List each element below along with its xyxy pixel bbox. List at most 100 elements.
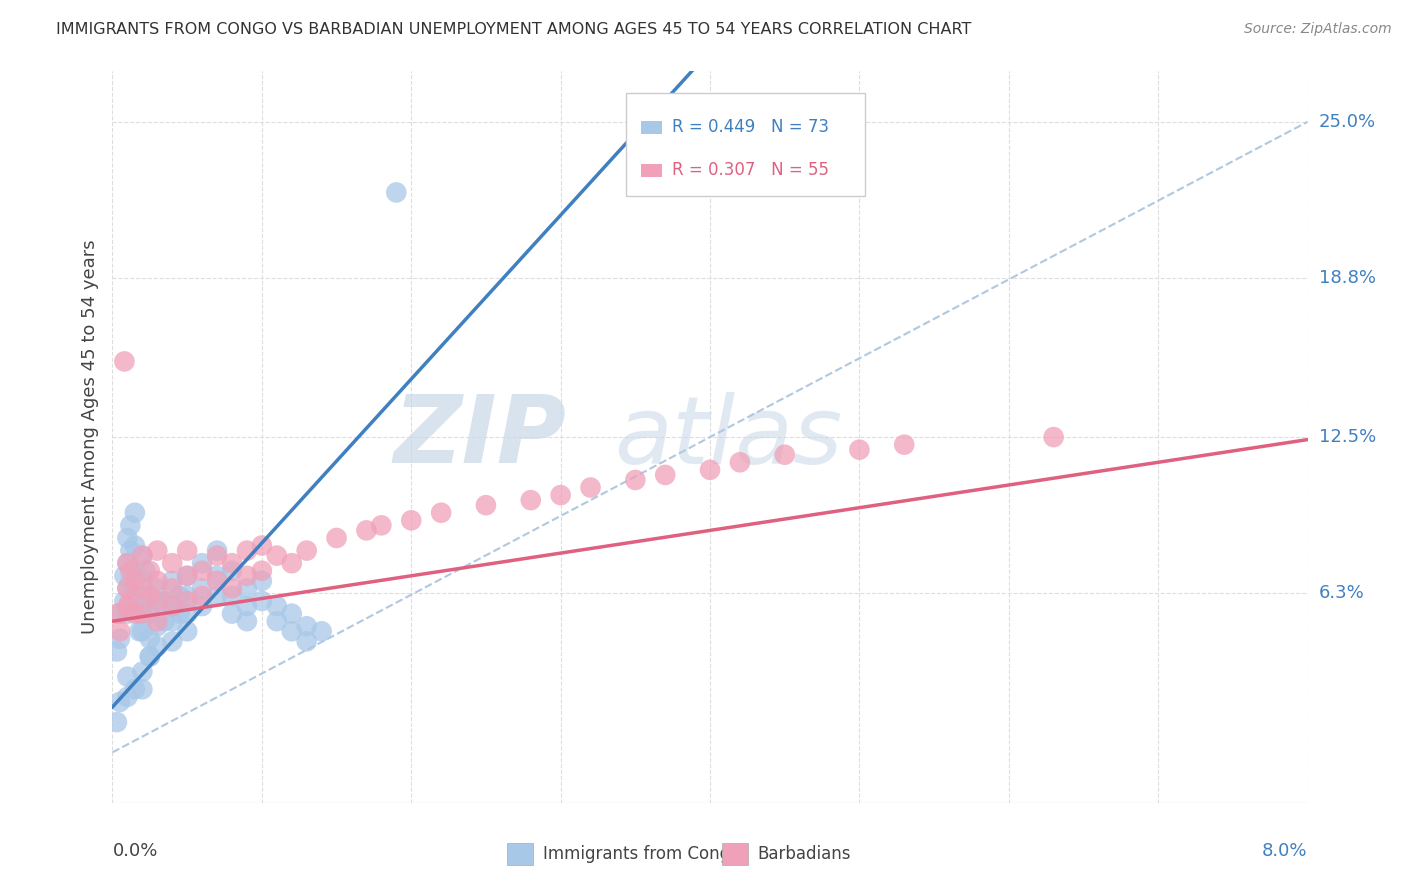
Point: [370, 518, 392, 533]
Point: [153, 594, 176, 608]
Point: [146, 582, 169, 596]
Point: [120, 594, 142, 608]
Point: [124, 594, 146, 608]
Point: [728, 455, 751, 469]
Point: [191, 582, 214, 596]
Point: [654, 467, 676, 482]
Point: [124, 682, 146, 697]
Point: [117, 599, 139, 613]
Point: [176, 569, 198, 583]
Point: [162, 634, 183, 648]
Point: [124, 564, 146, 578]
Point: [295, 543, 318, 558]
Point: [401, 513, 423, 527]
Point: [699, 463, 721, 477]
Point: [579, 481, 602, 495]
Text: IMMIGRANTS FROM CONGO VS BARBADIAN UNEMPLOYMENT AMONG AGES 45 TO 54 YEARS CORREL: IMMIGRANTS FROM CONGO VS BARBADIAN UNEMP…: [56, 22, 972, 37]
Point: [295, 619, 318, 633]
Point: [146, 640, 169, 654]
Point: [114, 594, 135, 608]
Point: [114, 354, 135, 368]
Point: [162, 614, 183, 628]
Point: [131, 574, 153, 588]
Point: [120, 574, 142, 588]
Point: [120, 543, 142, 558]
Point: [139, 649, 162, 664]
Point: [131, 582, 153, 596]
Point: [139, 607, 162, 621]
Point: [311, 624, 333, 639]
Point: [550, 488, 572, 502]
Point: [191, 556, 214, 570]
Point: [250, 594, 273, 608]
Point: [385, 186, 408, 200]
Point: [139, 632, 162, 646]
Point: [146, 619, 169, 633]
Point: [146, 614, 169, 628]
Point: [221, 556, 243, 570]
Point: [117, 531, 139, 545]
Point: [105, 607, 128, 621]
Point: [236, 543, 259, 558]
Text: 12.5%: 12.5%: [1319, 428, 1376, 446]
Point: [146, 599, 169, 613]
Point: [176, 589, 198, 603]
FancyBboxPatch shape: [508, 843, 533, 865]
Text: 6.3%: 6.3%: [1319, 584, 1364, 602]
Text: 0.0%: 0.0%: [112, 842, 157, 860]
Point: [134, 564, 156, 578]
Text: R = 0.449   N = 73: R = 0.449 N = 73: [672, 118, 828, 136]
Point: [1042, 430, 1064, 444]
Point: [134, 589, 156, 603]
Point: [325, 531, 347, 545]
Point: [124, 539, 146, 553]
Text: Immigrants from Congo: Immigrants from Congo: [543, 845, 740, 863]
Point: [146, 594, 169, 608]
Point: [430, 506, 453, 520]
Point: [236, 569, 259, 583]
Point: [162, 556, 183, 570]
Point: [236, 582, 259, 596]
Point: [266, 614, 288, 628]
Text: 25.0%: 25.0%: [1319, 112, 1376, 131]
FancyBboxPatch shape: [723, 843, 748, 865]
Point: [176, 594, 198, 608]
Point: [176, 624, 198, 639]
Point: [250, 564, 273, 578]
Point: [108, 624, 131, 639]
Point: [105, 644, 128, 658]
Text: ZIP: ZIP: [394, 391, 567, 483]
Point: [117, 556, 139, 570]
Point: [117, 670, 139, 684]
Point: [131, 549, 153, 563]
FancyBboxPatch shape: [641, 120, 662, 134]
Text: 18.8%: 18.8%: [1319, 269, 1375, 287]
FancyBboxPatch shape: [627, 94, 866, 195]
Point: [221, 607, 243, 621]
Point: [191, 599, 214, 613]
Point: [191, 589, 214, 603]
Point: [624, 473, 647, 487]
Point: [139, 589, 162, 603]
Point: [131, 549, 153, 563]
Point: [520, 493, 543, 508]
Point: [169, 589, 191, 603]
Point: [205, 574, 228, 588]
Point: [162, 574, 183, 588]
Point: [281, 607, 304, 621]
Point: [114, 569, 135, 583]
Point: [131, 607, 153, 621]
Text: 8.0%: 8.0%: [1263, 842, 1308, 860]
Point: [236, 614, 259, 628]
Point: [266, 599, 288, 613]
Point: [281, 556, 304, 570]
Point: [146, 543, 169, 558]
Point: [120, 564, 142, 578]
Point: [221, 564, 243, 578]
Point: [162, 599, 183, 613]
Point: [146, 574, 169, 588]
Point: [221, 589, 243, 603]
Point: [124, 574, 146, 588]
Text: Barbadians: Barbadians: [758, 845, 852, 863]
Point: [117, 556, 139, 570]
